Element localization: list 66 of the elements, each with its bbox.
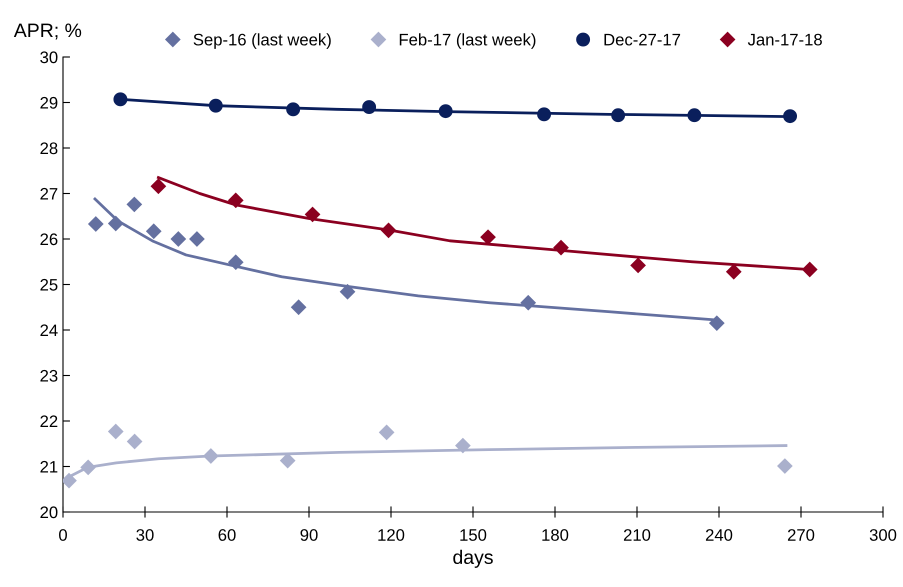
point xyxy=(379,424,394,440)
x-tick-label: 300 xyxy=(870,529,896,541)
point xyxy=(362,100,376,114)
point xyxy=(291,300,306,315)
point xyxy=(280,453,296,468)
point xyxy=(113,92,128,106)
point xyxy=(63,473,77,488)
point xyxy=(108,424,124,440)
point xyxy=(802,262,818,278)
point xyxy=(783,109,798,124)
point xyxy=(726,264,742,280)
legend-label: Sep-16 (last week) xyxy=(194,33,331,49)
y-axis-title: APR; % xyxy=(14,24,82,40)
x-tick-label: 120 xyxy=(378,529,404,541)
point xyxy=(520,295,536,310)
x-tick-label: 30 xyxy=(136,529,154,541)
y-tick-label: 23 xyxy=(40,370,58,382)
x-tick-label: 150 xyxy=(460,529,486,541)
point xyxy=(146,224,162,239)
y-tick-label: 26 xyxy=(40,233,58,246)
point xyxy=(126,196,142,212)
x-tick-label: 240 xyxy=(706,529,732,541)
point xyxy=(537,107,552,122)
point xyxy=(553,240,569,256)
point xyxy=(108,216,124,232)
point xyxy=(286,102,300,116)
point xyxy=(380,222,396,238)
point xyxy=(304,206,320,222)
x-tick-label: 210 xyxy=(624,529,650,541)
point xyxy=(189,231,205,247)
point xyxy=(80,460,96,475)
y-tick-label: 24 xyxy=(40,324,58,336)
point xyxy=(630,258,646,273)
point xyxy=(455,438,470,454)
point xyxy=(228,192,244,208)
point xyxy=(170,231,186,247)
x-tick-label: 90 xyxy=(300,529,318,541)
y-tick-label: 27 xyxy=(40,188,58,200)
y-tick-label: 22 xyxy=(40,415,58,428)
x-tick-label: 270 xyxy=(788,529,814,541)
x-tick-label: 0 xyxy=(59,529,67,541)
point xyxy=(203,448,218,464)
point xyxy=(340,284,356,300)
legend-label: Dec-27-17 xyxy=(604,34,680,46)
point xyxy=(480,230,496,245)
point xyxy=(687,108,702,122)
point xyxy=(611,108,626,122)
point xyxy=(208,98,223,113)
y-tick-label: 25 xyxy=(40,278,58,291)
point xyxy=(150,178,166,194)
point xyxy=(88,216,104,232)
point xyxy=(228,254,244,270)
legend-label: Feb-17 (last week) xyxy=(400,33,536,49)
x-tick-label: 180 xyxy=(542,529,568,541)
y-tick-label: 21 xyxy=(40,460,58,473)
x-axis-title: days xyxy=(453,550,493,568)
point xyxy=(777,458,792,474)
y-tick-label: 29 xyxy=(40,96,58,109)
point xyxy=(438,104,453,118)
y-tick-label: 28 xyxy=(40,142,58,154)
y-tick-label: 20 xyxy=(40,506,58,518)
point xyxy=(127,434,142,450)
point xyxy=(709,316,724,331)
x-tick-label: 60 xyxy=(218,529,236,541)
y-tick-label: 30 xyxy=(40,51,58,64)
legend-label: Jan-17-18 xyxy=(748,34,822,46)
